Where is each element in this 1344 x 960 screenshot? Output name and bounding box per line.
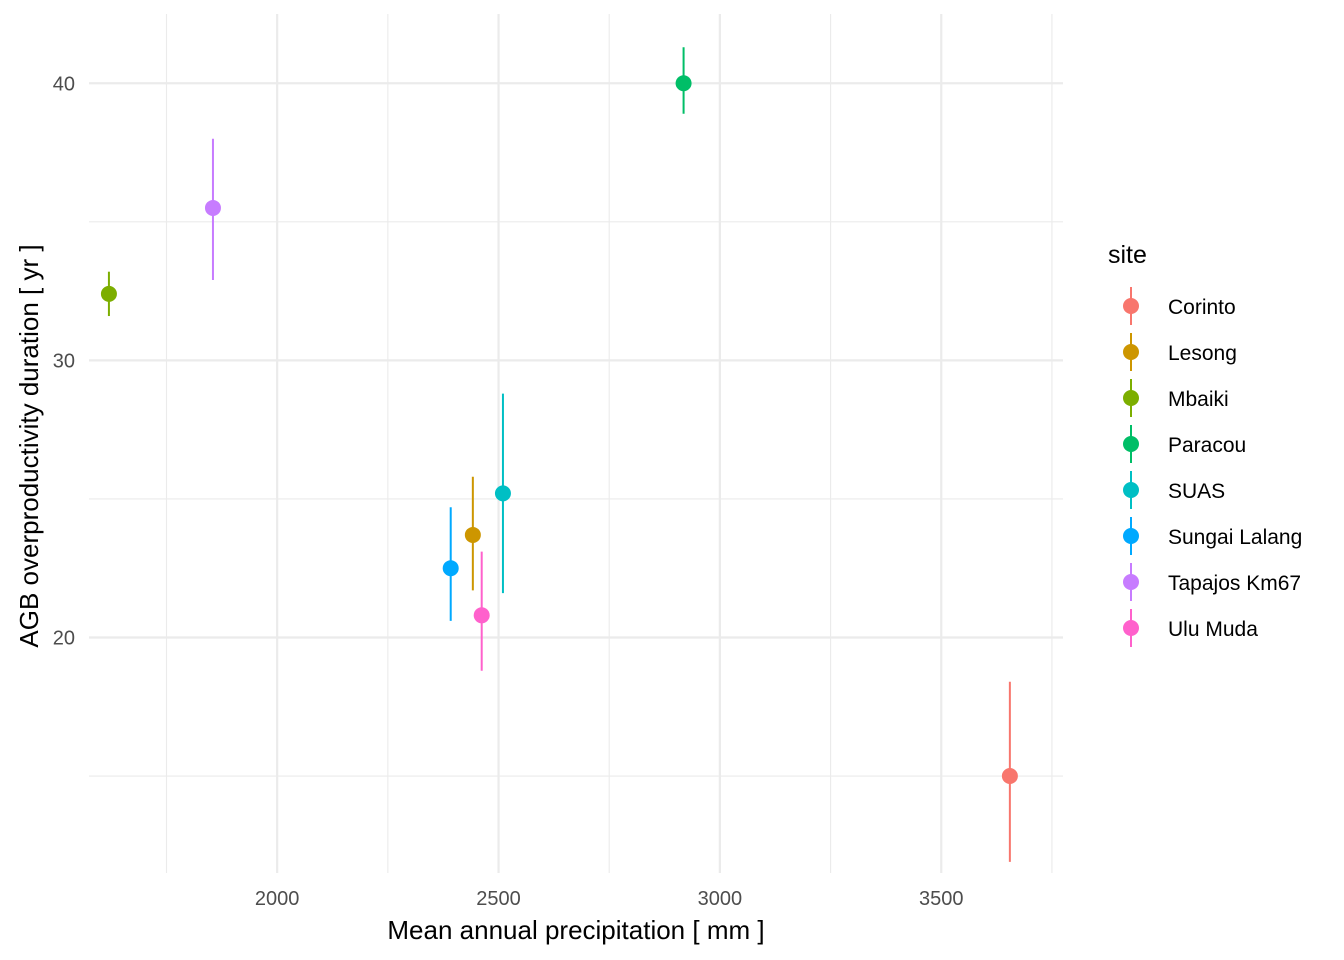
y-tick-label: 20: [53, 627, 75, 649]
major-gridlines: [89, 14, 1063, 873]
legend-key-marker: [1123, 574, 1139, 590]
legend: site Corinto Lesong Mbaiki Paracou SUAS Sunga…: [1108, 241, 1302, 647]
data-marks: [100, 47, 1018, 862]
legend-key-marker: [1123, 344, 1139, 360]
marker-ulu-muda: [473, 607, 490, 624]
legend-key-marker: [1123, 390, 1139, 406]
legend-item-suas: SUAS: [1123, 471, 1225, 509]
x-axis-title: Mean annual precipitation [ mm ]: [387, 915, 764, 945]
x-tick-label: 3000: [698, 888, 743, 910]
legend-item-corinto: Corinto: [1123, 287, 1236, 325]
x-tick-label: 2500: [476, 888, 521, 910]
marker-suas: [494, 485, 511, 502]
point-sungai-lalang: [442, 507, 459, 621]
point-corinto: [1001, 681, 1018, 862]
y-tick-label: 30: [53, 350, 75, 372]
x-tick-label: 2000: [255, 888, 300, 910]
y-axis-title: AGB overproductivity duration [ yr ]: [14, 244, 44, 647]
marker-tapajos-km67: [204, 199, 221, 216]
legend-label: Mbaiki: [1168, 388, 1229, 411]
legend-label: Paracou: [1168, 434, 1246, 457]
marker-paracou: [675, 75, 692, 92]
x-tick-label: 3500: [919, 888, 964, 910]
point-tapajos-km67: [204, 138, 221, 281]
y-axis-ticks: 20 30 40: [53, 73, 75, 649]
point-lesong: [464, 476, 481, 591]
legend-item-tapajos-km67: Tapajos Km67: [1123, 563, 1301, 601]
point-suas: [494, 393, 511, 594]
legend-label: Sungai Lalang: [1168, 526, 1302, 549]
legend-item-ulu-muda: Ulu Muda: [1123, 609, 1258, 647]
legend-item-sungai-lalang: Sungai Lalang: [1123, 517, 1302, 555]
marker-corinto: [1001, 768, 1018, 785]
point-paracou: [675, 47, 692, 114]
legend-item-lesong: Lesong: [1123, 333, 1237, 371]
legend-title: site: [1108, 241, 1147, 269]
legend-key-marker: [1123, 528, 1139, 544]
point-mbaiki: [100, 271, 117, 317]
legend-label: Lesong: [1168, 342, 1237, 365]
legend-label: Corinto: [1168, 296, 1236, 319]
legend-item-paracou: Paracou: [1123, 425, 1246, 463]
legend-key-marker: [1123, 436, 1139, 452]
y-tick-label: 40: [53, 73, 75, 95]
marker-sungai-lalang: [442, 560, 459, 577]
legend-item-mbaiki: Mbaiki: [1123, 379, 1229, 417]
legend-key-marker: [1123, 482, 1139, 498]
legend-key-marker: [1123, 298, 1139, 314]
x-axis-ticks: 2000 2500 3000 3500: [255, 888, 964, 910]
legend-label: SUAS: [1168, 480, 1225, 503]
legend-key-marker: [1123, 620, 1139, 636]
marker-lesong: [464, 526, 481, 543]
legend-label: Ulu Muda: [1168, 618, 1258, 641]
marker-mbaiki: [100, 285, 117, 302]
legend-label: Tapajos Km67: [1168, 572, 1301, 595]
point-ulu-muda: [473, 551, 490, 671]
minor-gridlines: [89, 14, 1063, 873]
